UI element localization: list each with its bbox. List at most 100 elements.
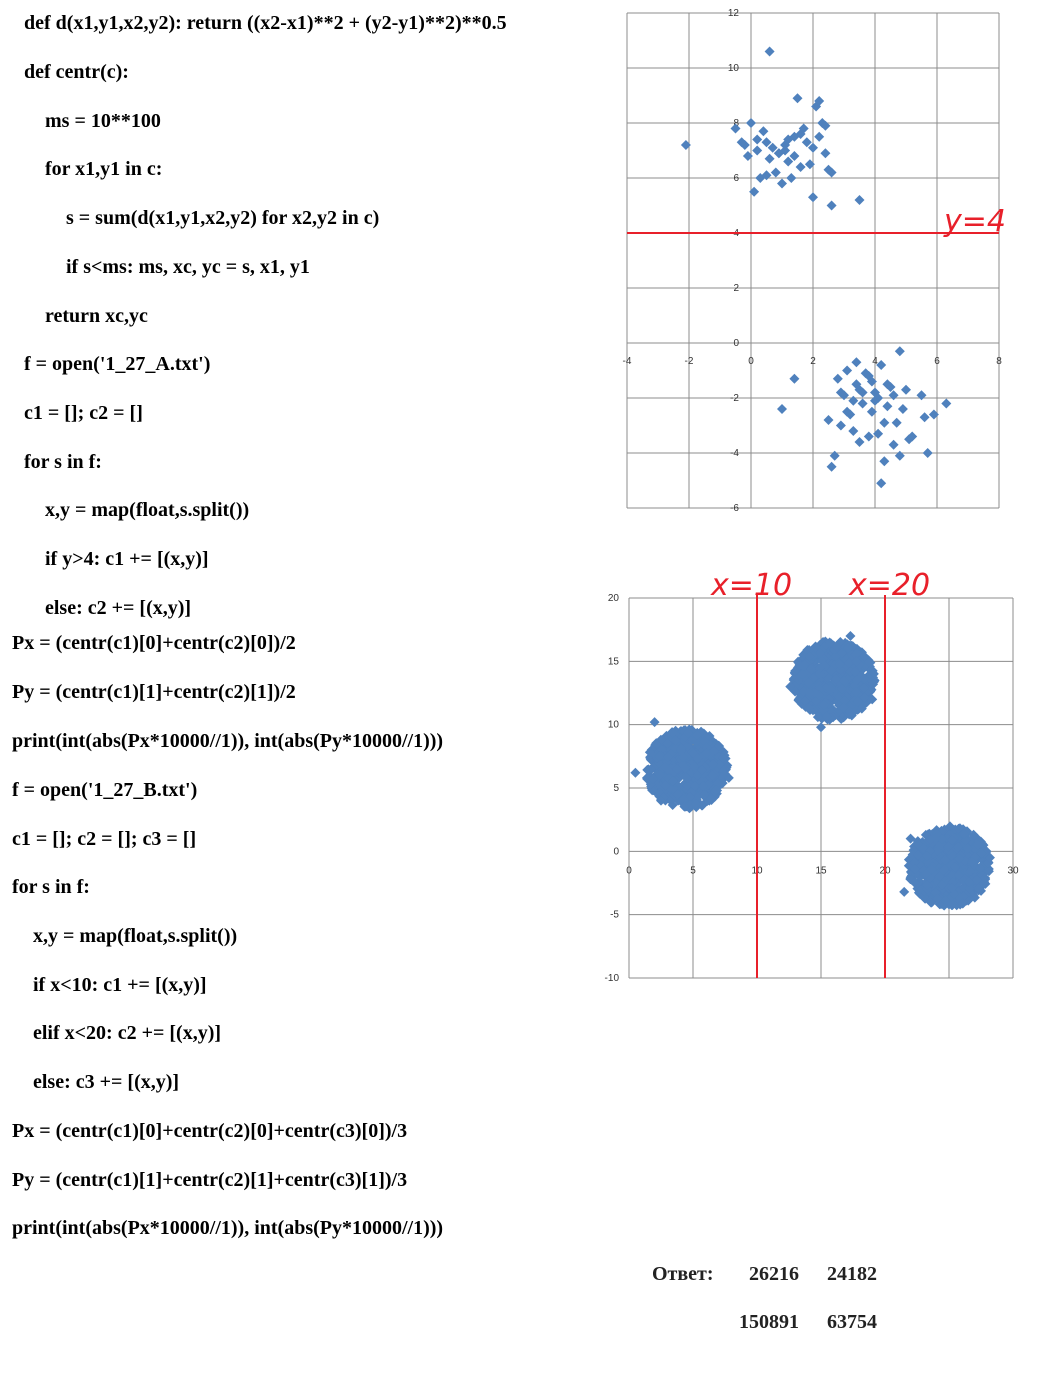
data-point (654, 769, 665, 780)
data-point (953, 841, 964, 852)
data-point (689, 780, 700, 791)
data-point (783, 134, 794, 145)
data-point (841, 654, 852, 665)
data-point (630, 767, 641, 778)
data-point (698, 789, 709, 800)
data-point (867, 694, 878, 705)
data-point (707, 770, 718, 781)
data-point (916, 390, 927, 401)
data-point (949, 861, 960, 872)
data-point (842, 642, 853, 653)
data-point (962, 843, 973, 854)
x-tick-label: -2 (685, 356, 694, 367)
data-point (894, 346, 905, 357)
data-point (656, 795, 666, 806)
data-point (816, 713, 827, 724)
data-point (832, 373, 843, 384)
data-point (854, 195, 865, 205)
data-point (909, 863, 920, 874)
code-line: for x1,y1 in c: (45, 158, 163, 180)
x-tick-label: 4 (872, 356, 878, 367)
data-point (940, 895, 951, 906)
scatter-chart-b: -10-505101520051015202530x=10x=20 (590, 565, 1030, 995)
data-point (697, 800, 708, 811)
data-point (680, 140, 691, 150)
data-point (820, 120, 831, 131)
data-point (730, 123, 741, 134)
code-line: c1 = []; c2 = [] (24, 402, 143, 424)
data-point (669, 767, 680, 778)
data-point (974, 863, 985, 874)
data-point (964, 883, 975, 894)
answer-value: 24182 (827, 1263, 877, 1285)
data-point (909, 877, 920, 888)
data-point (901, 384, 911, 395)
data-point (919, 412, 930, 423)
data-point (954, 853, 965, 864)
data-point (946, 850, 957, 861)
data-point (736, 137, 747, 148)
data-point (876, 360, 887, 370)
data-point (831, 641, 842, 652)
data-point (858, 682, 869, 693)
data-point (825, 713, 836, 724)
data-point (969, 843, 980, 854)
data-point (799, 695, 810, 706)
data-point (648, 773, 659, 784)
data-point (937, 834, 948, 845)
data-point (912, 850, 923, 861)
data-point (913, 839, 924, 850)
data-point (876, 478, 887, 489)
data-point (718, 753, 729, 764)
data-point (905, 833, 916, 844)
data-point (660, 762, 671, 773)
code-line: for s in f: (12, 876, 90, 898)
x-tick-label: 0 (626, 865, 632, 876)
data-point (836, 648, 847, 659)
data-point (846, 640, 857, 651)
data-point (749, 186, 760, 197)
data-point (764, 153, 775, 164)
data-point (667, 776, 678, 787)
data-point (937, 880, 948, 891)
data-point (914, 884, 925, 895)
data-point (831, 674, 842, 685)
y-tick-label: -5 (610, 910, 619, 921)
y-tick-label: 12 (728, 8, 740, 19)
data-point (780, 145, 791, 156)
y-tick-label: 0 (613, 846, 619, 857)
data-point (921, 851, 932, 862)
data-point (873, 393, 884, 403)
data-point (698, 781, 709, 792)
data-point (723, 772, 734, 783)
x-tick-label: 2 (810, 356, 816, 367)
code-line: f = open('1_27_A.txt') (24, 353, 211, 375)
scatter-chart-b-svg: -10-505101520051015202530x=10x=20 (605, 568, 1019, 984)
data-point (680, 731, 691, 742)
data-point (941, 398, 952, 409)
divider-annotation: x=20 (848, 568, 930, 603)
data-point (676, 745, 687, 756)
data-point (851, 656, 862, 667)
data-point (848, 395, 859, 406)
data-point (826, 665, 837, 676)
data-point (644, 747, 655, 758)
data-point (822, 672, 833, 683)
data-point (691, 729, 702, 740)
data-point (790, 686, 801, 697)
data-point (786, 173, 797, 183)
data-point (931, 832, 942, 843)
data-point (706, 794, 717, 805)
code-line: x,y = map(float,s.split()) (33, 925, 238, 947)
code-line: Px = (centr(c1)[0]+centr(c2)[0]+centr(c3… (12, 1120, 408, 1142)
data-point (963, 895, 974, 906)
data-point (850, 686, 861, 697)
divider-annotation: x=10 (710, 568, 792, 603)
data-point (907, 849, 918, 860)
answer-value: 63754 (827, 1311, 877, 1333)
data-point (932, 893, 943, 904)
data-point (692, 770, 703, 781)
code-line: c1 = []; c2 = []; c3 = [] (12, 828, 197, 850)
data-point (808, 192, 818, 203)
data-point (752, 145, 763, 156)
